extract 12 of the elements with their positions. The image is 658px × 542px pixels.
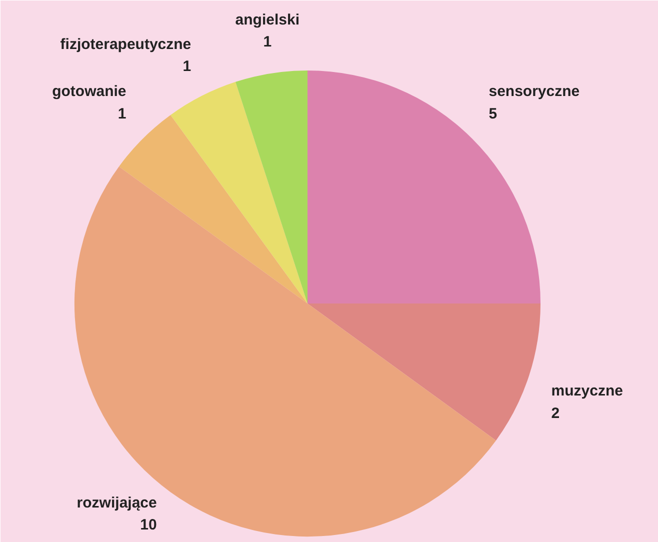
slice-label: muzyczne: [551, 382, 623, 400]
slice-label: angielski: [235, 11, 300, 28]
slice-label: gotowanie: [52, 83, 126, 100]
data-label: 1: [182, 58, 192, 76]
data-label: 1: [263, 33, 272, 50]
data-label: 2: [551, 404, 560, 422]
data-label: 5: [488, 105, 498, 122]
slice-label: rozwijające: [76, 494, 157, 512]
slice-label: fizjoterapeutyczne: [60, 36, 192, 54]
data-label: 1: [118, 105, 126, 122]
data-label: 10: [140, 516, 157, 534]
slice-label: sensoryczne: [488, 83, 580, 100]
